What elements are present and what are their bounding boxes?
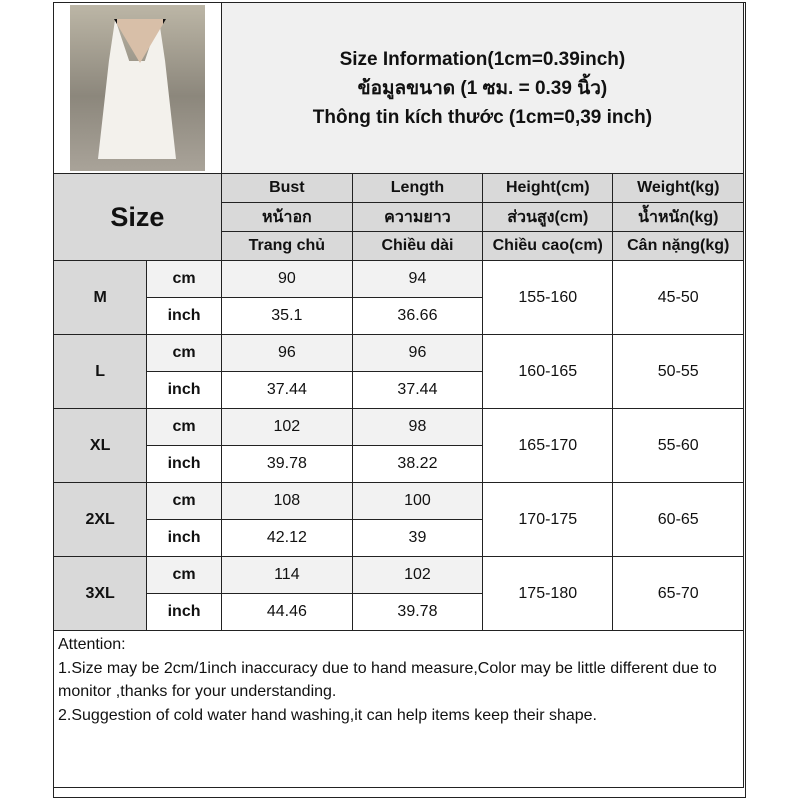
table-row-inch: inch 39.78 38.22 (54, 445, 744, 483)
attention-notes: Attention: 1.Size may be 2cm/1inch inaccu… (53, 630, 744, 788)
title-vi: Thông tin kích thước (1cm=0,39 inch) (312, 106, 653, 128)
bust-cm: 102 (220, 408, 353, 446)
weight-range: 50-55 (612, 334, 744, 409)
bust-inch: 35.1 (220, 297, 353, 335)
length-inch: 38.22 (351, 445, 484, 483)
bust-inch: 39.78 (220, 445, 353, 483)
weight-range: 45-50 (612, 260, 744, 335)
height-range: 155-160 (482, 260, 614, 335)
bust-inch: 37.44 (220, 371, 353, 409)
height-range: 165-170 (482, 408, 614, 483)
col-header-bust-vi: Trang chủ (220, 231, 353, 261)
height-range: 175-180 (482, 556, 614, 631)
unit-inch: inch (146, 297, 222, 335)
size-label: M (52, 260, 148, 335)
col-header-length-th: ความยาว (351, 202, 484, 232)
table-row-cm: XL cm 102 98 165-170 55-60 (52, 408, 744, 483)
unit-inch: inch (146, 519, 222, 557)
title-en: Size Information(1cm=0.39inch) (339, 48, 626, 70)
length-inch: 39 (351, 519, 484, 557)
table-row-inch: inch 44.46 39.78 (54, 593, 744, 631)
size-chart: Size Information(1cm=0.39inch) ข้อมูลขนา… (52, 2, 746, 798)
product-photo (70, 5, 205, 171)
unit-inch: inch (146, 371, 222, 409)
size-header: Size (53, 173, 222, 261)
table-row-inch: inch 35.1 36.66 (54, 297, 744, 335)
table-row-cm: 2XL cm 108 100 170-175 60-65 (52, 482, 744, 557)
length-cm: 98 (351, 408, 484, 446)
size-info-title: Size Information(1cm=0.39inch) ข้อมูลขนา… (220, 2, 745, 174)
col-header-weight-th: น้ำหนัก(kg) (612, 202, 744, 232)
col-header-height-th: ส่วนสูง(cm) (482, 202, 614, 232)
col-header-weight-vi: Cân nặng(kg) (612, 231, 744, 261)
unit-cm: cm (146, 334, 222, 372)
height-range: 160-165 (482, 334, 614, 409)
title-th: ข้อมูลขนาด (1 ซม. = 0.39 นิ้ว) (357, 77, 608, 99)
length-cm: 100 (351, 482, 484, 520)
weight-range: 65-70 (612, 556, 744, 631)
col-header-length-en: Length (351, 173, 484, 203)
unit-inch: inch (146, 445, 222, 483)
length-cm: 102 (351, 556, 484, 594)
length-inch: 39.78 (351, 593, 484, 631)
unit-cm: cm (146, 260, 222, 298)
unit-cm: cm (146, 482, 222, 520)
col-header-weight-en: Weight(kg) (612, 173, 744, 203)
bust-cm: 90 (220, 260, 353, 298)
size-label: XL (52, 408, 148, 483)
table-row-cm: 3XL cm 114 102 175-180 65-70 (52, 556, 744, 631)
weight-range: 55-60 (612, 408, 744, 483)
table-row-inch: inch 37.44 37.44 (54, 371, 744, 409)
length-cm: 96 (351, 334, 484, 372)
size-label: 2XL (52, 482, 148, 557)
col-header-bust-en: Bust (220, 173, 353, 203)
table-row-cm: L cm 96 96 160-165 50-55 (52, 334, 744, 409)
table-row-cm: M cm 90 94 155-160 45-50 (52, 260, 744, 335)
size-label: 3XL (52, 556, 148, 631)
size-label: L (52, 334, 148, 409)
height-range: 170-175 (482, 482, 614, 557)
bust-cm: 96 (220, 334, 353, 372)
length-inch: 36.66 (351, 297, 484, 335)
length-cm: 94 (351, 260, 484, 298)
unit-cm: cm (146, 408, 222, 446)
col-header-height-en: Height(cm) (482, 173, 614, 203)
col-header-height-vi: Chiều cao(cm) (482, 231, 614, 261)
unit-inch: inch (146, 593, 222, 631)
bust-inch: 44.46 (220, 593, 353, 631)
weight-range: 60-65 (612, 482, 744, 557)
note-line: 2.Suggestion of cold water hand washing,… (58, 706, 597, 724)
bust-cm: 114 (220, 556, 353, 594)
bust-cm: 108 (220, 482, 353, 520)
bust-inch: 42.12 (220, 519, 353, 557)
col-header-length-vi: Chiều dài (351, 231, 484, 261)
note-line: 1.Size may be 2cm/1inch inaccuracy due t… (58, 659, 717, 701)
table-row-inch: inch 42.12 39 (54, 519, 744, 557)
unit-cm: cm (146, 556, 222, 594)
length-inch: 37.44 (351, 371, 484, 409)
note-line: Attention: (58, 636, 126, 653)
product-photo-cell (53, 2, 222, 174)
col-header-bust-th: หน้าอก (220, 202, 353, 232)
size-table: Size Information(1cm=0.39inch) ข้อมูลขนา… (52, 2, 745, 788)
